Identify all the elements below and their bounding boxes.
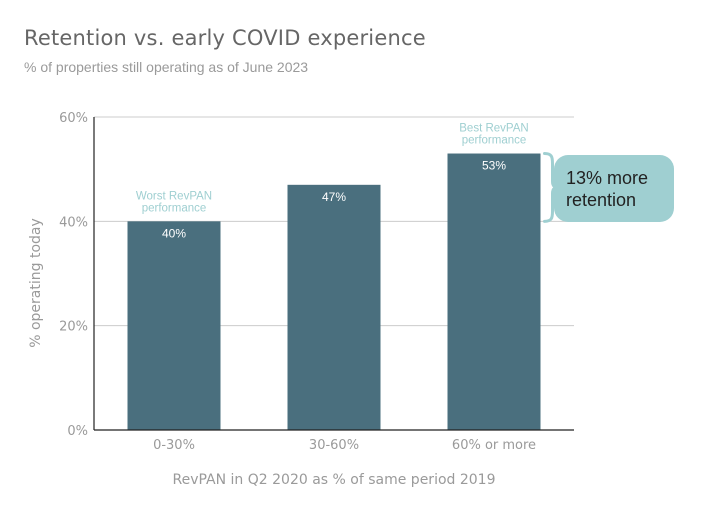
- bar-annotation: performance: [462, 135, 527, 147]
- x-axis-ticks: 0-30% 30-60% 60% or more: [153, 438, 536, 453]
- y-axis-ticks: 0% 20% 40% 60%: [59, 111, 88, 439]
- bar: [127, 221, 221, 430]
- bars: 40% 47% 53%: [127, 153, 541, 430]
- bar-value-label: 40%: [162, 226, 186, 240]
- y-tick-label: 0%: [67, 424, 88, 439]
- callout-text: 13% more: [566, 168, 648, 188]
- x-tick-label: 0-30%: [153, 438, 195, 453]
- bar-annotation: Worst RevPAN: [136, 190, 212, 202]
- chart-title: Retention vs. early COVID experience: [24, 26, 426, 50]
- bar-annotation: performance: [142, 202, 207, 214]
- bar: [287, 184, 381, 430]
- x-tick-label: 30-60%: [309, 438, 359, 453]
- bar-value-label: 53%: [482, 159, 506, 173]
- y-tick-label: 20%: [59, 320, 88, 335]
- chart-subtitle: % of properties still operating as of Ju…: [24, 59, 309, 75]
- callout-text: retention: [566, 190, 636, 210]
- bar-value-label: 47%: [322, 190, 346, 204]
- x-axis-label: RevPAN in Q2 2020 as % of same period 20…: [173, 472, 496, 488]
- callout-bubble: [554, 155, 674, 222]
- y-axis-label: % operating today: [28, 218, 44, 348]
- bar: [447, 153, 541, 430]
- x-tick-label: 60% or more: [452, 438, 536, 453]
- y-tick-label: 60%: [59, 111, 88, 126]
- axes: [93, 117, 574, 431]
- y-tick-label: 40%: [59, 215, 88, 230]
- bar-annotation: Best RevPAN: [459, 123, 528, 135]
